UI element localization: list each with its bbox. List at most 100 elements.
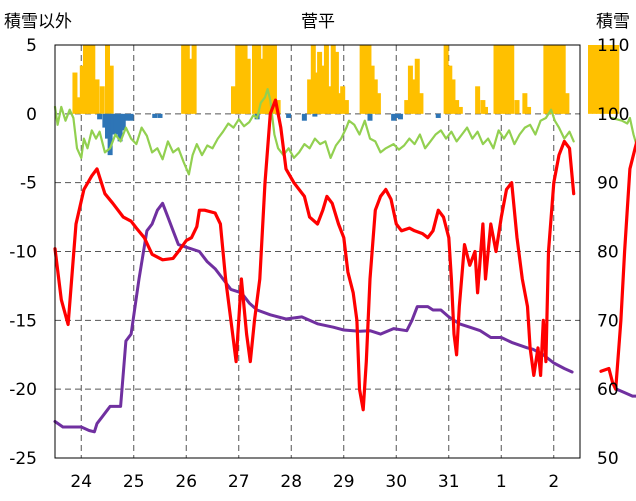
right-axis-label: 積雪 — [596, 12, 630, 32]
right-tick-label: 80 — [597, 243, 619, 263]
precip-positive-bar — [337, 93, 343, 114]
precip-positive-bar — [320, 65, 326, 114]
precip-positive-bar — [187, 58, 193, 114]
precip-positive-bar — [76, 97, 82, 114]
precip-positive-bar — [592, 45, 598, 114]
left-tick-label: -20 — [9, 380, 37, 400]
precip-positive-bar — [614, 45, 620, 114]
precip-positive-bar — [333, 51, 339, 114]
snow_depth-line — [615, 387, 636, 398]
precip-positive-bar — [557, 45, 563, 114]
precip-positive-bar — [506, 45, 512, 114]
precip-positive-bar — [94, 79, 100, 114]
precip-negative-bar — [391, 113, 397, 121]
precip-positive-bar — [359, 45, 365, 114]
precip-positive-bar — [450, 79, 456, 114]
precip-positive-bar — [317, 51, 323, 114]
precip-positive-bar — [543, 45, 549, 114]
precip-positive-bar — [499, 45, 505, 114]
x-tick-label: 2 — [548, 472, 559, 492]
x-tick-label: 31 — [438, 472, 460, 492]
humidity_like-line — [53, 87, 575, 176]
precip-positive-bar — [369, 65, 375, 114]
precip-negative-bar — [312, 113, 318, 117]
temperature-line — [53, 98, 576, 412]
precip-positive-bar — [564, 93, 570, 114]
precip-positive-bar — [411, 79, 417, 114]
precip-positive-bar — [231, 86, 236, 114]
x-tick-label: 27 — [228, 472, 250, 492]
precip-positive-bar — [330, 45, 336, 114]
precip-positive-bar — [372, 79, 378, 114]
precip-positive-bar — [522, 93, 528, 114]
precip-negative-bar — [113, 113, 119, 135]
precip-positive-bar — [588, 45, 593, 114]
x-axis-ticks: 24 25 26 27 28 29 30 31 1 2 — [70, 472, 559, 492]
precip-positive-bar — [310, 45, 316, 114]
left-tick-label: 5 — [26, 36, 37, 56]
precip-positive-bar — [245, 58, 251, 114]
precip-positive-bar — [611, 45, 617, 114]
precip-positive-bar — [418, 93, 424, 114]
precip-positive-bar — [239, 45, 245, 114]
precip-positive-bar — [493, 45, 499, 114]
chart-title: 菅平 — [301, 12, 335, 32]
precip-positive-bar — [404, 100, 410, 114]
left-tick-label: -15 — [9, 311, 37, 331]
precip-positive-bar — [99, 86, 105, 114]
precip-positive-bar — [271, 45, 277, 114]
precip-positive-bar — [595, 45, 601, 114]
left-axis-label: 積雪以外 — [4, 12, 72, 32]
precip-negative-bar — [152, 113, 158, 118]
precip-positive-bar — [407, 65, 413, 114]
precip-positive-bar — [268, 45, 274, 114]
precip-negative-bar — [107, 113, 113, 156]
precip-positive-bar — [550, 45, 556, 114]
precip-negative-bars — [97, 113, 441, 156]
precip-positive-bar — [447, 65, 453, 114]
right-tick-label: 100 — [597, 105, 629, 125]
precip-positive-bar — [72, 72, 78, 114]
precip-positive-bar — [262, 45, 268, 114]
right-tick-label: 90 — [597, 174, 619, 194]
precip-positive-bar — [184, 45, 190, 114]
precip-positive-bar — [343, 100, 349, 114]
x-tick-label: 1 — [496, 472, 507, 492]
precip-positive-bar — [105, 45, 110, 114]
precip-negative-bar — [124, 113, 130, 121]
precip-positive-bar — [560, 45, 566, 114]
precip-positive-bar — [256, 45, 262, 114]
precip-negative-bar — [110, 113, 116, 135]
right-tick-label: 70 — [597, 311, 619, 331]
precip-positive-bar — [375, 93, 381, 114]
precip-positive-bar — [509, 45, 515, 114]
x-tick-label: 29 — [333, 472, 355, 492]
humidity_like-line — [610, 116, 636, 147]
series-lines — [53, 87, 636, 434]
left-tick-label: 0 — [26, 105, 37, 125]
precip-negative-bar — [397, 113, 403, 120]
precip-positive-bar — [454, 100, 460, 114]
precip-negative-bar — [102, 113, 108, 128]
precip-positive-bar — [603, 45, 609, 114]
precip-positive-bar — [526, 106, 532, 114]
precip-positive-bar — [607, 45, 613, 114]
precip-negative-bar — [117, 113, 123, 142]
precip-positive-bar — [191, 45, 197, 114]
precip-positive-bar — [82, 45, 88, 114]
precip-negative-bar — [120, 113, 126, 131]
left-axis-ticks: 5 0 -5 -10 -15 -20 -25 — [9, 36, 37, 469]
precip-negative-bar — [435, 113, 441, 118]
grid — [55, 45, 580, 458]
precip-positive-bar — [265, 45, 271, 114]
precip-positive-bar — [514, 100, 520, 114]
precip-positive-bar — [363, 45, 369, 114]
precip-negative-bar — [97, 113, 103, 120]
precip-positive-bar — [480, 100, 486, 114]
precip-positive-bar — [553, 45, 559, 114]
precip-negative-bar — [301, 113, 307, 121]
precip-positive-bar — [90, 45, 96, 114]
precip-positive-bar — [483, 106, 488, 114]
precip-negative-bar — [105, 113, 110, 139]
